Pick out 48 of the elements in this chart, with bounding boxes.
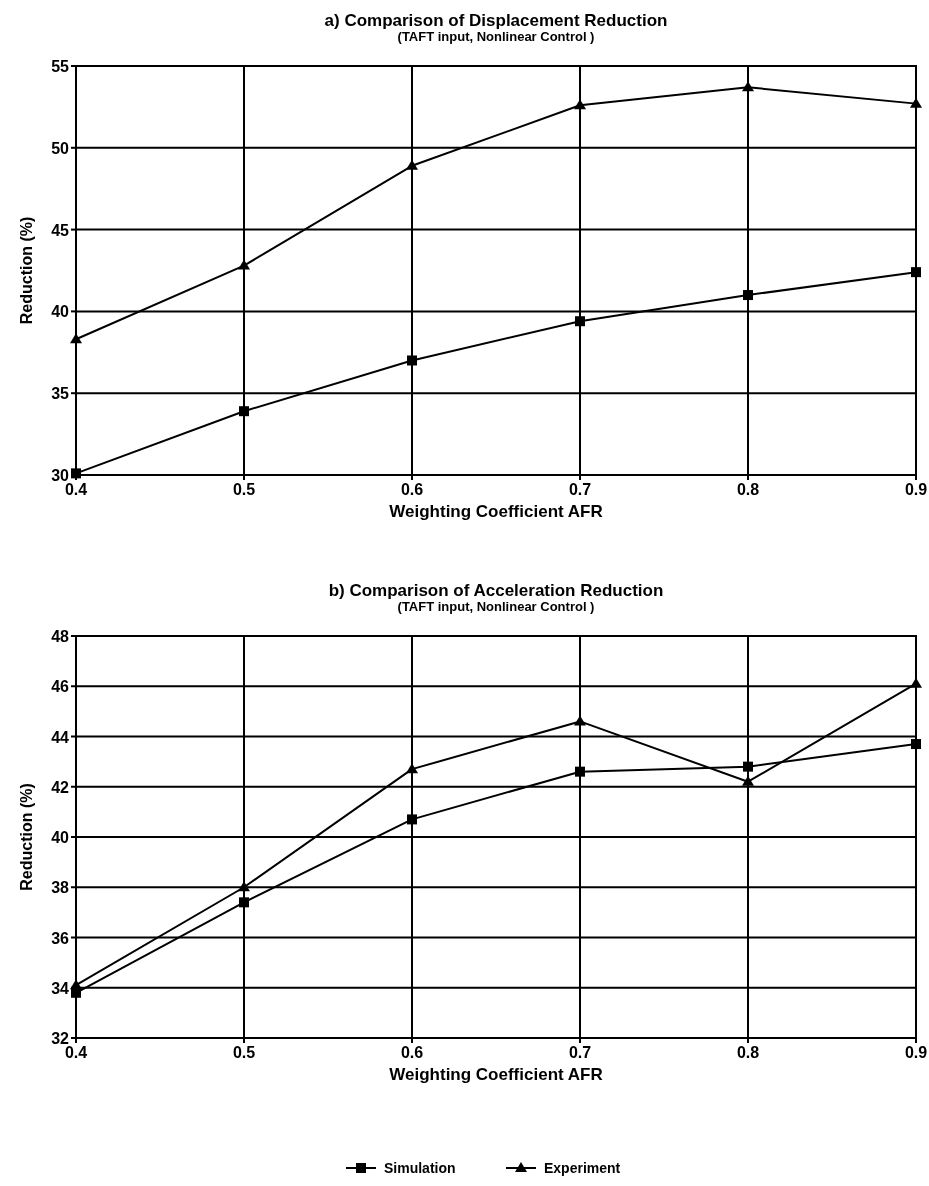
y-axis-title: Reduction (%) [18,216,35,325]
point [71,468,81,479]
y-axis-title: Reduction (%) [18,783,35,891]
y-tick-label: 32 [51,1030,70,1047]
y-tick-label: 45 [51,221,70,239]
point [239,897,249,908]
y-tick-label: 35 [51,385,70,403]
chart-subtitle: (TAFT input, Nonlinear Control ) [397,29,595,44]
x-tick-label: 0.4 [64,481,88,498]
legend-label: Simulation [384,1160,456,1176]
point [407,355,417,366]
y-tick-label: 38 [51,879,70,897]
legend-label: Experiment [544,1160,621,1176]
chart-title: a) Comparison of Displacement Reduction [324,11,668,30]
point [743,761,753,772]
y-tick-label: 40 [51,829,70,846]
x-axis-title: Weighting Coefficient AFR [389,502,603,521]
y-tick-label: 55 [51,58,70,75]
y-tick-label: 34 [51,979,70,997]
y-tick-label: 46 [51,678,70,696]
x-tick-label: 0.7 [568,1044,592,1061]
x-tick-label: 0.5 [232,1044,256,1061]
point [239,406,249,417]
x-tick-label: 0.6 [400,481,424,498]
y-tick-label: 48 [51,628,70,645]
point [911,267,921,278]
x-tick-label: 0.9 [904,1044,928,1061]
x-tick-label: 0.9 [904,481,928,498]
point [911,739,921,750]
y-tick-label: 40 [51,303,70,321]
y-tick-label: 42 [51,778,70,796]
x-tick-label: 0.8 [736,1044,760,1061]
chart-title: b) Comparison of Acceleration Reduction [328,581,664,600]
x-tick-label: 0.4 [64,1044,88,1061]
x-tick-label: 0.5 [232,481,256,498]
chart-subtitle: (TAFT input, Nonlinear Control ) [397,599,595,614]
y-tick-label: 30 [51,467,70,484]
x-tick-label: 0.6 [400,1044,424,1061]
x-axis-title: Weighting Coefficient AFR [389,1065,603,1084]
point [575,766,585,777]
y-tick-label: 50 [51,139,70,157]
point [407,814,417,825]
point [575,316,585,327]
x-tick-label: 0.8 [736,481,760,498]
x-tick-label: 0.7 [568,481,592,498]
point [743,290,753,301]
y-tick-label: 36 [51,929,70,947]
y-tick-label: 44 [51,728,70,746]
